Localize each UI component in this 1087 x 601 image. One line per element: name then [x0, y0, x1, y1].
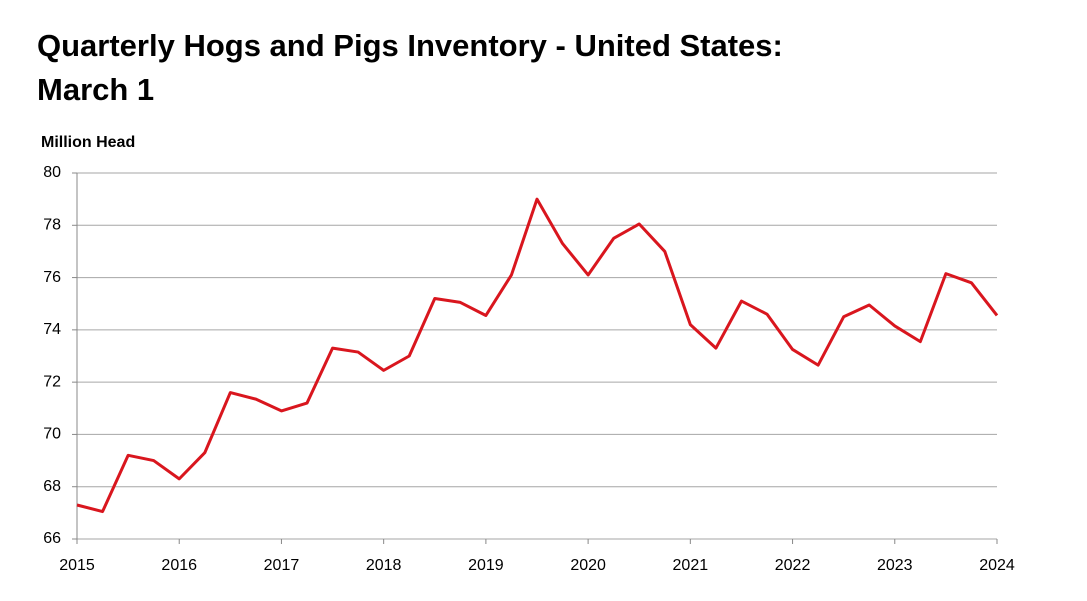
y-tick-label: 76 [43, 269, 61, 286]
y-tick-label: 80 [43, 164, 61, 181]
data-line [76, 197, 999, 514]
x-tick-label: 2015 [59, 557, 95, 574]
x-tick-label: 2016 [161, 557, 197, 574]
y-tick-label: 70 [43, 426, 61, 443]
chart-title: Quarterly Hogs and Pigs Inventory - Unit… [37, 28, 783, 107]
x-tick-label: 2022 [775, 557, 811, 574]
x-tick-label: 2024 [979, 557, 1015, 574]
x-tick-label: 2017 [264, 557, 300, 574]
y-tick-label: 68 [43, 478, 61, 495]
x-tick-label: 2020 [570, 557, 606, 574]
x-tick-label: 2018 [366, 557, 402, 574]
x-tick-label: 2019 [468, 557, 504, 574]
x-tick-label: 2021 [673, 557, 709, 574]
y-tick-label: 66 [43, 530, 61, 547]
y-axis-label: Million Head [41, 134, 135, 151]
y-tick-label: 78 [43, 217, 61, 234]
x-tick-label: 2023 [877, 557, 913, 574]
y-tick-label: 72 [43, 373, 61, 390]
y-tick-label: 74 [43, 321, 61, 338]
